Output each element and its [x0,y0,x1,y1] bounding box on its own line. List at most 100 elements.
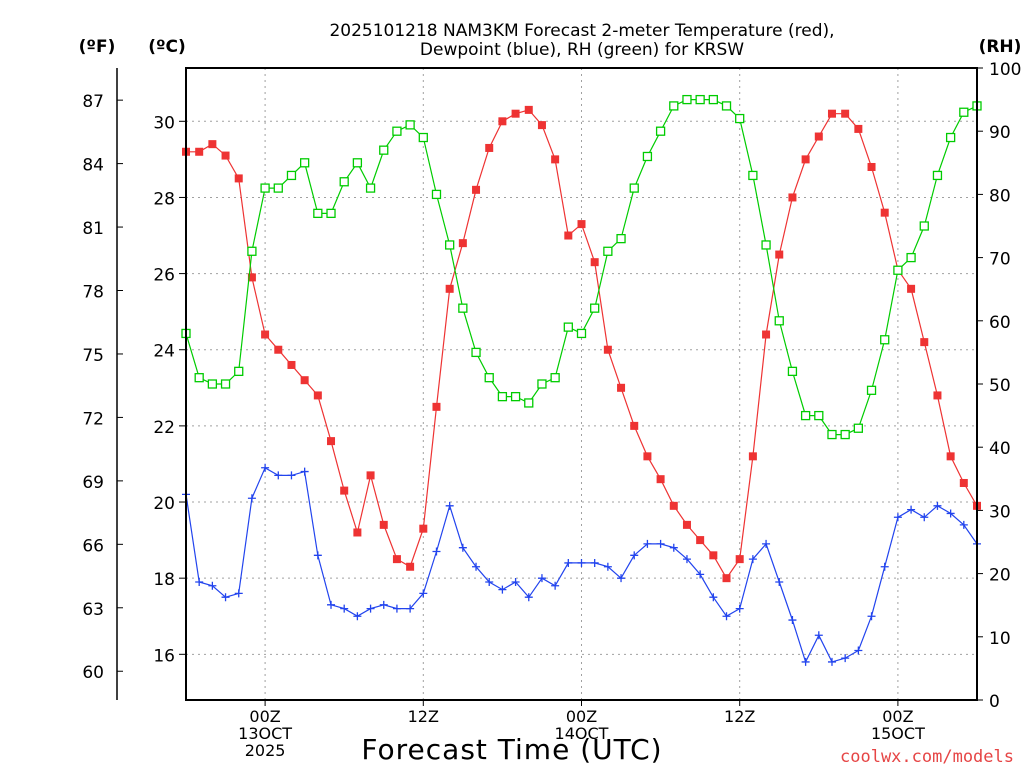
series-0-point-10 [313,391,322,400]
series-0-point-11 [327,437,336,446]
series-1-point-12 [340,604,349,613]
x-tick-label-2-0: 00Z [566,707,597,726]
series-1 [182,463,981,666]
c-tick-label-28: 28 [153,189,175,209]
series-1-point-14 [366,604,375,613]
series-1-point-35 [643,539,652,548]
series-0-point-2 [208,140,217,149]
series-0-point-6 [261,330,270,339]
series-1-point-23 [485,577,494,586]
c-tick-label-16: 16 [153,646,175,666]
series-2-point-49 [827,429,837,440]
series-2-point-58 [945,132,956,143]
series-0-point-7 [274,345,283,354]
rh-tick-label-50: 50 [989,376,1011,396]
series-2-point-59 [959,107,969,117]
series-1-point-13 [353,612,362,621]
series-0-point-31 [590,258,599,267]
series-2-point-53 [880,335,890,345]
rh-tick-label-0: 0 [989,692,1000,712]
series-1-point-54 [893,513,902,522]
series-1-point-56 [920,513,929,522]
series-1-point-21 [458,543,467,552]
series-0-point-56 [920,338,929,347]
series-0-point-33 [617,383,626,392]
f-tick-label-78: 78 [82,283,104,303]
x-tick-label-0-2: 2025 [245,741,286,760]
f-tick-label-69: 69 [82,473,104,493]
series-0-point-25 [511,109,520,118]
series-1-point-28 [551,581,560,590]
series-0-point-57 [933,391,942,400]
series-2-point-14 [365,183,376,193]
series-2-point-19 [431,189,442,200]
series-1-point-48 [814,631,823,640]
series-1-point-15 [379,600,388,609]
series-1-point-51 [854,646,863,655]
series-2-point-8 [286,170,297,181]
series-2-point-32 [603,246,613,256]
x-tick-label-1-0: 12Z [408,707,439,726]
rh-tick-label-80: 80 [989,186,1011,206]
series-2-point-1 [194,373,204,383]
rh-tick-label-40: 40 [989,439,1011,459]
series-0-point-14 [366,471,375,480]
series-2-point-30 [576,328,587,339]
rh-tick-label-30: 30 [989,502,1011,522]
x-tick-label-3-0: 12Z [724,707,755,726]
series-0-point-42 [735,555,744,564]
series-0-point-53 [880,208,889,217]
series-2-point-17 [405,120,415,130]
series-2-point-27 [537,379,547,389]
series-1-point-45 [775,577,784,586]
series-2-point-18 [418,132,428,143]
series-1-point-27 [537,574,546,583]
series-1-point-55 [907,505,916,514]
fahrenheit-axis-unit: (ºF) [79,37,116,57]
series-2-point-2 [207,379,218,389]
series-1-point-37 [669,543,678,552]
series-1-point-59 [959,520,968,529]
rh-tick-label-100: 100 [989,60,1021,80]
f-tick-label-75: 75 [82,346,104,366]
series-1-point-22 [472,562,481,571]
f-tick-label-81: 81 [82,219,104,239]
rh-tick-label-20: 20 [989,566,1011,586]
f-tick-label-84: 84 [82,156,104,176]
series-0-point-19 [432,402,441,411]
c-tick-label-18: 18 [153,570,175,590]
series-2-point-5 [247,246,257,256]
f-tick-label-63: 63 [82,600,104,620]
series-2-point-40 [708,94,718,105]
series-2-point-41 [721,101,732,111]
series-1-point-36 [656,539,665,548]
series-1-point-41 [722,612,731,621]
f-tick-label-87: 87 [82,92,104,112]
series-0-point-34 [630,421,639,430]
series-1-point-11 [327,600,336,609]
series-0-point-58 [946,452,955,461]
rh-tick-label-60: 60 [989,313,1011,333]
series-0-point-50 [841,109,850,118]
series-0-point-13 [353,528,362,537]
series-1-point-5 [247,494,256,503]
series-2-point-10 [313,208,323,219]
series-2-point-52 [866,385,877,395]
series-0-point-22 [472,185,481,194]
series-1-point-3 [221,593,230,602]
series-2-point-6 [260,183,270,193]
series-1-point-4 [234,589,243,598]
x-axis-title: Forecast Time (UTC) [361,733,662,766]
series-0-point-45 [775,250,784,259]
c-tick-label-26: 26 [153,266,175,286]
rh-tick-label-70: 70 [989,250,1011,270]
series-0-point-26 [524,105,533,114]
series-0-point-28 [551,155,560,164]
series-0-point-40 [709,551,718,560]
series-2-point-9 [299,158,310,168]
series-1-point-44 [762,539,771,548]
x-tick-label-4-0: 00Z [882,707,913,726]
series-2-point-16 [392,126,402,136]
